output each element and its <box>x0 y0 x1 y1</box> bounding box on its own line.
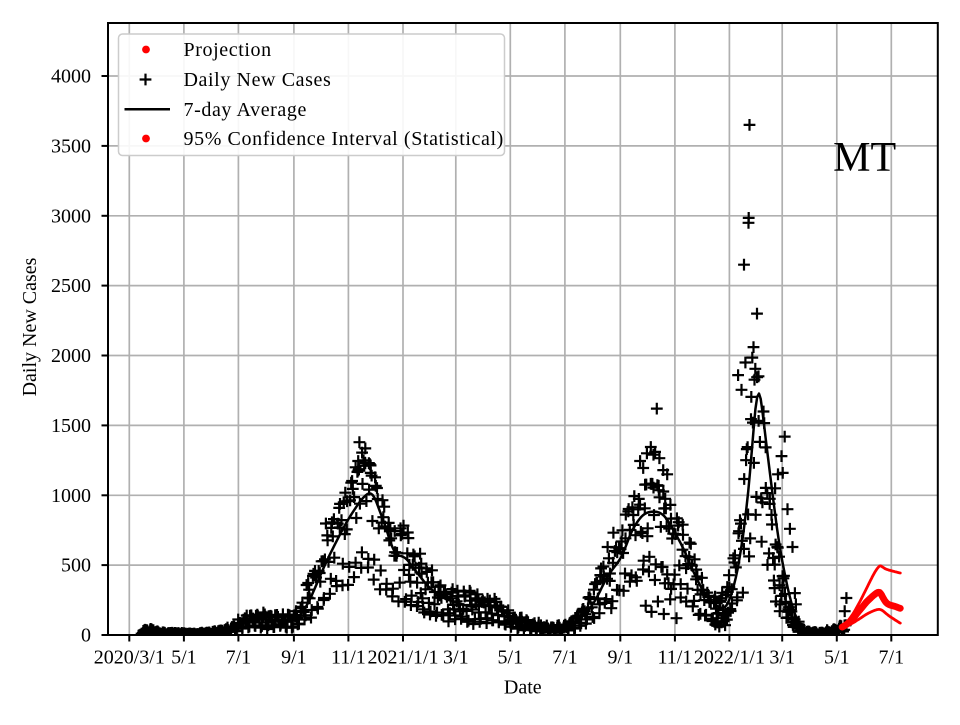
svg-text:500: 500 <box>61 555 91 577</box>
svg-text:Daily New Cases: Daily New Cases <box>184 69 332 91</box>
svg-text:7-day Average: 7-day Average <box>184 99 307 121</box>
svg-text:MT: MT <box>833 135 896 181</box>
svg-text:3000: 3000 <box>51 205 91 227</box>
svg-text:7/1: 7/1 <box>552 647 578 669</box>
svg-text:11/1: 11/1 <box>657 647 692 669</box>
svg-text:1000: 1000 <box>51 485 91 507</box>
svg-text:3/1: 3/1 <box>769 647 795 669</box>
svg-text:0: 0 <box>81 625 91 647</box>
svg-text:2022/1/1: 2022/1/1 <box>694 647 765 669</box>
svg-text:Projection: Projection <box>184 39 272 61</box>
svg-text:3500: 3500 <box>51 136 91 158</box>
svg-text:11/1: 11/1 <box>331 647 366 669</box>
svg-text:9/1: 9/1 <box>281 647 307 669</box>
svg-text:7/1: 7/1 <box>879 647 905 669</box>
svg-text:5/1: 5/1 <box>171 647 197 669</box>
svg-text:2021/1/1: 2021/1/1 <box>367 647 438 669</box>
svg-text:3/1: 3/1 <box>443 647 469 669</box>
svg-text:5/1: 5/1 <box>498 647 524 669</box>
svg-text:1500: 1500 <box>51 415 91 437</box>
svg-text:95% Confidence Interval (Stati: 95% Confidence Interval (Statistical) <box>184 128 504 150</box>
svg-text:5/1: 5/1 <box>824 647 850 669</box>
svg-text:4000: 4000 <box>51 66 91 88</box>
svg-text:2020/3/1: 2020/3/1 <box>94 647 165 669</box>
svg-text:Daily New Cases: Daily New Cases <box>19 257 41 396</box>
svg-text:7/1: 7/1 <box>226 647 252 669</box>
svg-text:Date: Date <box>504 676 542 698</box>
svg-text:9/1: 9/1 <box>608 647 634 669</box>
svg-text:2500: 2500 <box>51 275 91 297</box>
svg-text:2000: 2000 <box>51 345 91 367</box>
